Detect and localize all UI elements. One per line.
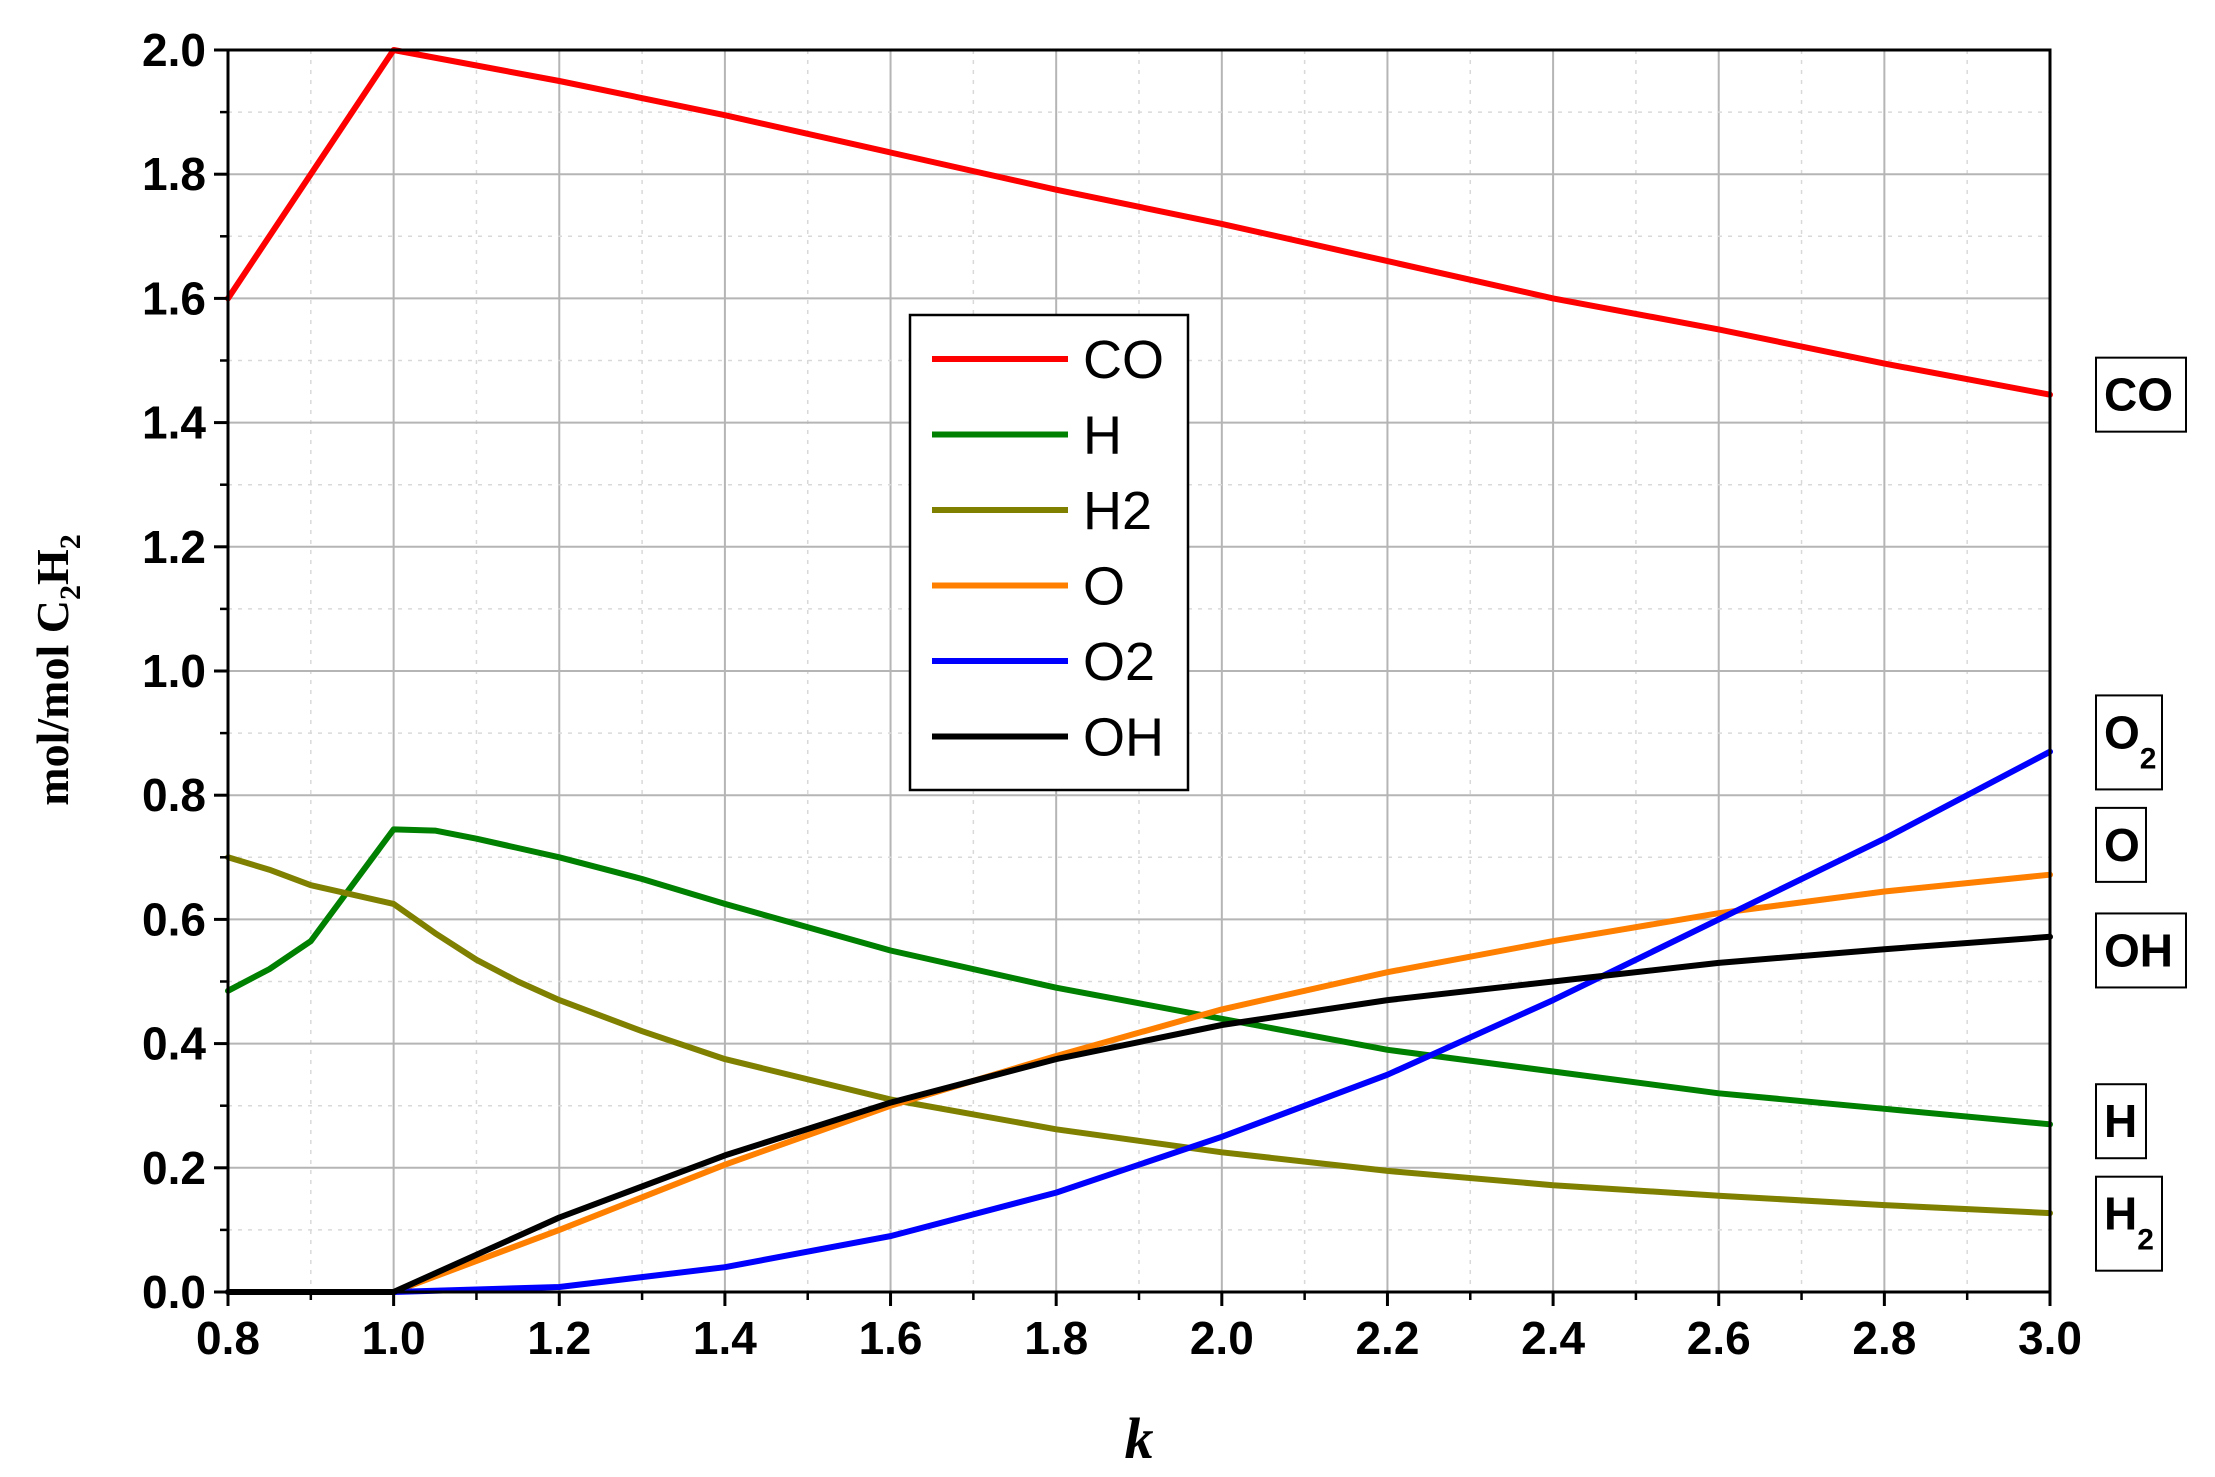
end-label-sub: 2 bbox=[2137, 1224, 2154, 1257]
x-tick-label: 1.6 bbox=[859, 1312, 923, 1364]
legend: CO H H2 O O2 OH bbox=[908, 313, 1190, 792]
y-tick-label: 1.6 bbox=[142, 272, 206, 324]
end-label-base: H bbox=[2104, 1188, 2137, 1240]
end-label-box bbox=[2095, 1175, 2163, 1272]
x-tick-label: 2.2 bbox=[1355, 1312, 1419, 1364]
end-label-base: CO bbox=[2104, 369, 2173, 421]
legend-label-o2: O2 bbox=[1083, 632, 1155, 692]
x-tick-label: 1.8 bbox=[1024, 1312, 1088, 1364]
y-axis-title-sub-2: 2 bbox=[54, 534, 87, 549]
legend-box bbox=[908, 313, 1190, 792]
y-axis-title: mol/mol C2H2 bbox=[27, 534, 87, 805]
y-tick-label: 1.2 bbox=[142, 521, 206, 573]
end-label-base: H bbox=[2104, 1095, 2137, 1147]
series-line-h bbox=[225, 826, 2053, 1128]
legend-label-h: H bbox=[1083, 406, 1122, 466]
x-axis-title: k bbox=[1125, 1406, 1154, 1471]
legend-label-co: CO bbox=[1083, 330, 1164, 390]
y-tick-label: 0.6 bbox=[142, 893, 206, 945]
end-label-h2: H2 bbox=[2104, 1188, 2154, 1257]
y-axis-title-sub-1: 2 bbox=[54, 585, 87, 600]
end-label-base: OH bbox=[2104, 924, 2173, 976]
y-axis-title-part-2: H bbox=[27, 549, 78, 585]
end-label-base: O bbox=[2104, 706, 2140, 758]
end-label-o2: O2 bbox=[2104, 706, 2156, 775]
y-tick-label: 2.0 bbox=[142, 24, 206, 76]
y-tick-label: 1.0 bbox=[142, 645, 206, 697]
x-tick-label: 2.4 bbox=[1521, 1312, 1585, 1364]
y-tick-label: 1.4 bbox=[142, 397, 206, 449]
ticks-layer: 0.8 1.0 1.2 1.4 1.6 1.8 2.0 2.2 2.4 2.6 2.8 3.00.00… bbox=[142, 24, 2082, 1364]
x-tick-label: 0.8 bbox=[196, 1312, 260, 1364]
end-label-box bbox=[2095, 912, 2187, 989]
x-tick-label: 2.0 bbox=[1190, 1312, 1254, 1364]
y-tick-label: 0.0 bbox=[142, 1266, 206, 1318]
series-layer bbox=[225, 47, 2053, 1295]
end-label-oh: OH bbox=[2104, 924, 2173, 976]
x-tick-label: 2.8 bbox=[1852, 1312, 1916, 1364]
legend-label-oh: OH bbox=[1083, 708, 1164, 768]
y-tick-label: 0.8 bbox=[142, 769, 206, 821]
legend-label-h2: H2 bbox=[1083, 481, 1152, 541]
y-tick-label: 1.8 bbox=[142, 148, 206, 200]
series-line-oh bbox=[225, 933, 2053, 1295]
x-tick-label: 1.4 bbox=[693, 1312, 757, 1364]
end-label-h: H bbox=[2104, 1095, 2137, 1147]
end-label-box bbox=[2095, 694, 2163, 791]
end-label-co: CO bbox=[2104, 369, 2173, 421]
series-line-o bbox=[225, 871, 2053, 1295]
end-label-base: O bbox=[2104, 819, 2140, 871]
end-label-box bbox=[2095, 356, 2187, 433]
series-line-h2 bbox=[225, 854, 2053, 1217]
y-axis-title-part-1: mol/mol C bbox=[27, 600, 78, 806]
x-tick-label: 2.6 bbox=[1687, 1312, 1751, 1364]
end-label-box bbox=[2095, 1083, 2147, 1160]
end-label-o: O bbox=[2104, 819, 2140, 871]
legend-label-o: O bbox=[1083, 557, 1125, 617]
series-line-co bbox=[225, 47, 2053, 398]
series-line-o2 bbox=[225, 748, 2053, 1295]
x-tick-label: 1.0 bbox=[362, 1312, 426, 1364]
end-label-box bbox=[2095, 806, 2147, 883]
y-tick-label: 0.4 bbox=[142, 1018, 206, 1070]
x-tick-label: 3.0 bbox=[2018, 1312, 2082, 1364]
end-label-sub: 2 bbox=[2140, 742, 2157, 775]
y-tick-label: 0.2 bbox=[142, 1142, 206, 1194]
x-tick-label: 1.2 bbox=[527, 1312, 591, 1364]
